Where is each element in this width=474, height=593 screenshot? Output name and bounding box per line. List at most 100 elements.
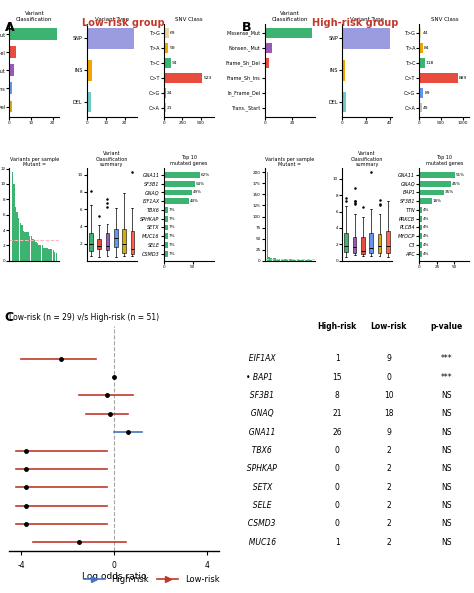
Text: 118: 118 (426, 60, 434, 65)
Text: EIF1AX: EIF1AX (244, 354, 275, 363)
Title: Top 10
mutated genes: Top 10 mutated genes (170, 155, 208, 166)
Text: 44%: 44% (191, 199, 199, 203)
Bar (164, 28, 169, 38)
Bar (87, 92, 91, 113)
Text: p-value: p-value (430, 322, 463, 331)
PathPatch shape (378, 234, 382, 253)
Text: 51%: 51% (456, 173, 465, 177)
Text: 2: 2 (386, 519, 391, 528)
Bar (288, 259, 289, 261)
Text: NS: NS (441, 409, 452, 418)
Bar (281, 259, 282, 261)
Bar (419, 181, 451, 187)
Bar (419, 234, 422, 239)
Bar (295, 260, 296, 261)
Bar (15, 207, 16, 261)
Text: CSMD3: CSMD3 (244, 519, 276, 528)
Bar (29, 236, 30, 261)
Bar (30, 237, 32, 261)
Text: High-risk group: High-risk group (312, 18, 399, 28)
Text: 24: 24 (167, 91, 173, 95)
Text: 7%: 7% (169, 216, 175, 221)
Bar (419, 172, 455, 178)
Title: Variant
Classification
summary: Variant Classification summary (351, 151, 383, 167)
Bar (265, 43, 272, 53)
Bar (164, 103, 165, 113)
Bar (265, 103, 266, 113)
Text: 4%: 4% (423, 216, 429, 221)
Bar (307, 260, 308, 261)
Bar (276, 259, 277, 261)
Bar (9, 101, 12, 113)
Bar (45, 248, 46, 261)
Text: A: A (5, 21, 14, 34)
Text: SELE: SELE (248, 501, 272, 510)
Text: 7%: 7% (169, 252, 175, 256)
Bar (419, 190, 444, 195)
Text: 7%: 7% (169, 208, 175, 212)
Bar (280, 259, 281, 261)
Bar (164, 58, 171, 68)
Text: 7%: 7% (169, 243, 175, 247)
Bar (49, 249, 51, 261)
PathPatch shape (89, 232, 93, 251)
Bar (290, 260, 291, 261)
Bar (292, 260, 293, 261)
Bar (17, 212, 18, 261)
Text: Low-risk (n = 29) v/s High-risk (n = 51): Low-risk (n = 29) v/s High-risk (n = 51) (9, 313, 160, 322)
Text: 69: 69 (170, 31, 176, 35)
Bar (34, 240, 35, 261)
Bar (164, 242, 168, 248)
Bar (265, 88, 266, 97)
Text: 4%: 4% (423, 225, 429, 229)
Bar (269, 257, 270, 261)
Text: 8: 8 (335, 391, 339, 400)
Bar (48, 248, 49, 261)
Bar (267, 173, 268, 261)
Text: 26: 26 (332, 428, 342, 436)
Bar (419, 207, 422, 213)
Text: SF3B1: SF3B1 (245, 391, 274, 400)
Bar (419, 199, 432, 204)
Text: 0: 0 (335, 446, 340, 455)
Bar (265, 73, 266, 82)
Bar (342, 60, 345, 81)
Bar (164, 73, 202, 82)
Bar (164, 88, 166, 97)
Text: MUC16: MUC16 (244, 538, 276, 547)
Bar (294, 260, 295, 261)
Bar (9, 82, 12, 94)
PathPatch shape (114, 229, 118, 247)
Bar (265, 58, 269, 68)
Text: NS: NS (441, 446, 452, 455)
Text: 0: 0 (335, 464, 340, 473)
Text: GNAQ: GNAQ (246, 409, 273, 418)
Bar (419, 73, 458, 82)
Title: Variant Type: Variant Type (350, 17, 384, 22)
PathPatch shape (106, 233, 109, 250)
Text: 889: 889 (459, 76, 467, 79)
Bar (419, 58, 425, 68)
Bar (164, 190, 192, 195)
Bar (21, 225, 23, 261)
Bar (55, 253, 57, 261)
Title: Variant
Classification
summary: Variant Classification summary (95, 151, 128, 167)
Text: 10: 10 (384, 391, 394, 400)
Title: Variant
Classification: Variant Classification (16, 11, 53, 22)
Bar (273, 258, 274, 261)
Text: NS: NS (441, 464, 452, 473)
Bar (37, 243, 38, 261)
Text: TBX6: TBX6 (247, 446, 272, 455)
Text: 9: 9 (386, 428, 392, 436)
Bar (302, 260, 303, 261)
Text: C: C (5, 311, 14, 324)
Title: Variant
Classification: Variant Classification (272, 11, 308, 22)
Text: 62%: 62% (201, 173, 210, 177)
Bar (299, 260, 300, 261)
Bar (9, 46, 16, 58)
Text: 0: 0 (335, 501, 340, 510)
Bar (46, 248, 48, 261)
Bar (43, 248, 45, 261)
Title: SNV Class: SNV Class (175, 17, 203, 22)
Bar (268, 257, 269, 261)
